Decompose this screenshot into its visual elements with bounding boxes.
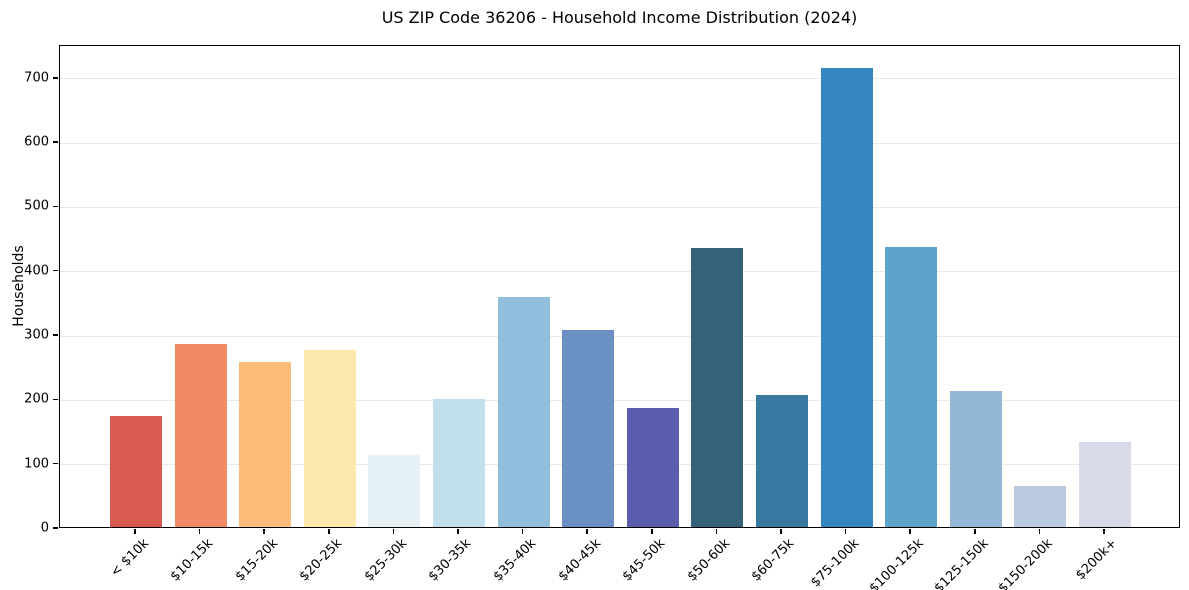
x-tick-label: $150-200k [995,536,1057,590]
x-tick-label: $40-45k [555,536,604,585]
x-tick-label: $35-40k [490,536,540,585]
x-tick-mark [586,529,588,534]
y-tick-mark [53,77,58,79]
x-tick-mark [392,529,395,534]
y-tick-mark [53,205,58,208]
y-tick-mark [53,269,58,272]
x-tick-label: $125-150k [931,536,992,590]
x-tick-label: $15-20k [232,536,281,585]
bar [368,454,421,527]
x-tick-mark [651,529,653,534]
y-tick-label: 100 [24,456,49,472]
x-tick-mark [1038,529,1041,534]
x-tick-mark [521,529,524,534]
x-tick-label: $20-25k [296,536,346,585]
x-tick-label: $200k+ [1073,536,1121,584]
bar [562,329,615,527]
gridline [60,464,1179,466]
gridline [60,142,1179,144]
y-tick-label: 600 [24,134,49,150]
chart-title: US ZIP Code 36206 - Household Income Dis… [381,8,858,27]
x-tick-mark [844,529,847,534]
y-tick-label: 500 [24,198,49,214]
gridline [60,399,1179,401]
x-tick-mark [1103,529,1105,534]
x-tick-mark [909,529,911,534]
bar [949,391,1002,527]
y-tick-label: 0 [40,520,49,536]
x-tick-label: $75-100k [807,536,863,590]
gridline [60,206,1179,208]
x-tick-label: $50-60k [684,536,734,585]
y-tick-label: 700 [24,70,49,86]
bar [691,247,744,527]
x-tick-label: $10-15k [167,536,217,585]
y-tick-label: 400 [24,263,49,279]
y-tick-mark [53,527,58,529]
x-tick-mark [457,529,459,534]
x-tick-label: $100-125k [866,536,927,590]
gridline [60,271,1179,273]
x-tick-mark [263,529,265,534]
bar [820,68,873,527]
x-tick-mark [715,529,718,534]
bar [885,247,938,527]
gridline [60,78,1179,80]
bar [1014,485,1067,527]
x-tick-label: < $10k [107,536,152,581]
x-tick-label: $60-75k [749,536,798,585]
x-tick-label: $45-50k [619,536,669,585]
y-tick-mark [53,334,58,336]
bar [110,416,162,527]
y-tick-label: 200 [24,391,49,407]
bar [239,361,292,527]
y-tick-mark [53,398,58,401]
bar [756,394,808,527]
bar [1079,442,1131,527]
x-tick-mark [328,529,330,534]
x-tick-mark [780,529,782,534]
bar [497,296,550,527]
gridline [60,335,1179,337]
x-tick-label: $25-30k [361,536,411,585]
bar [303,350,356,527]
bar [174,343,227,527]
bar [626,408,679,527]
y-tick-mark [53,141,58,143]
x-tick-mark [974,529,976,534]
y-axis-label: Households [11,245,27,327]
y-tick-label: 300 [24,327,49,343]
y-tick-mark [53,462,58,465]
bar [433,399,485,527]
x-tick-mark [134,529,136,534]
x-tick-label: $30-35k [426,536,475,585]
plot-area [59,45,1180,528]
x-tick-mark [198,529,201,534]
